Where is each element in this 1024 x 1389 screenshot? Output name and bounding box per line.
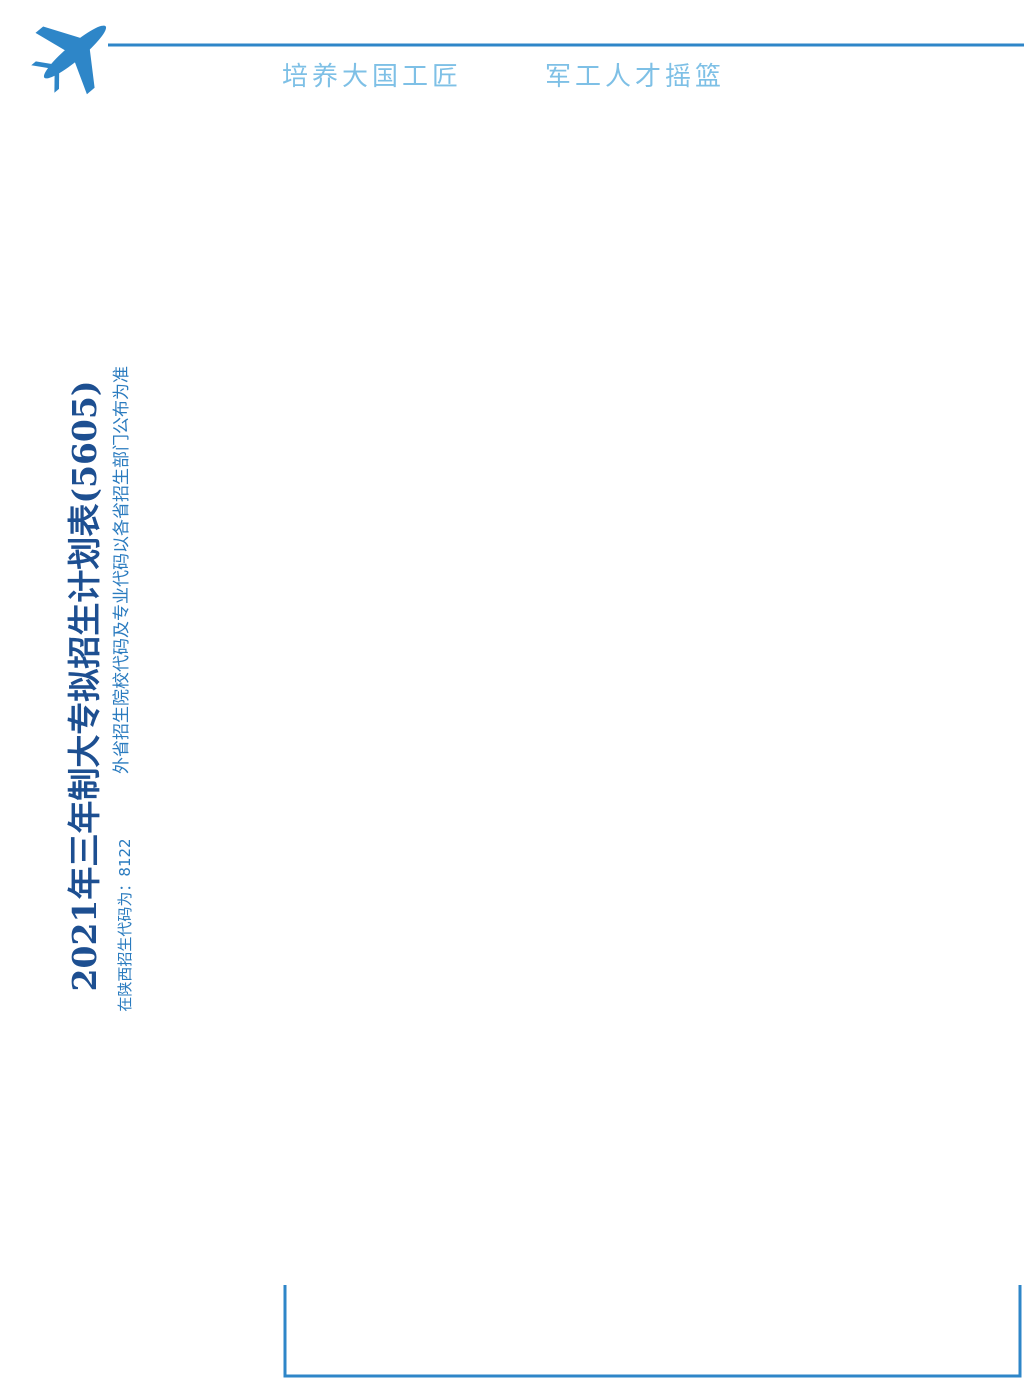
airplane-icon <box>31 25 107 95</box>
slogan: 培养大国工匠 <box>282 62 463 92</box>
slogan: 军工人才摇篮 <box>545 62 726 92</box>
note: 外省招生院校代码及专业代码以各省招生部门公布为准 <box>112 366 132 774</box>
bottom-frame <box>283 1285 1022 1378</box>
title: 2021年三年制大专拟招生计划表(5605) <box>65 380 104 992</box>
code-note: 在陕西招生代码为：8122 <box>116 838 134 1012</box>
